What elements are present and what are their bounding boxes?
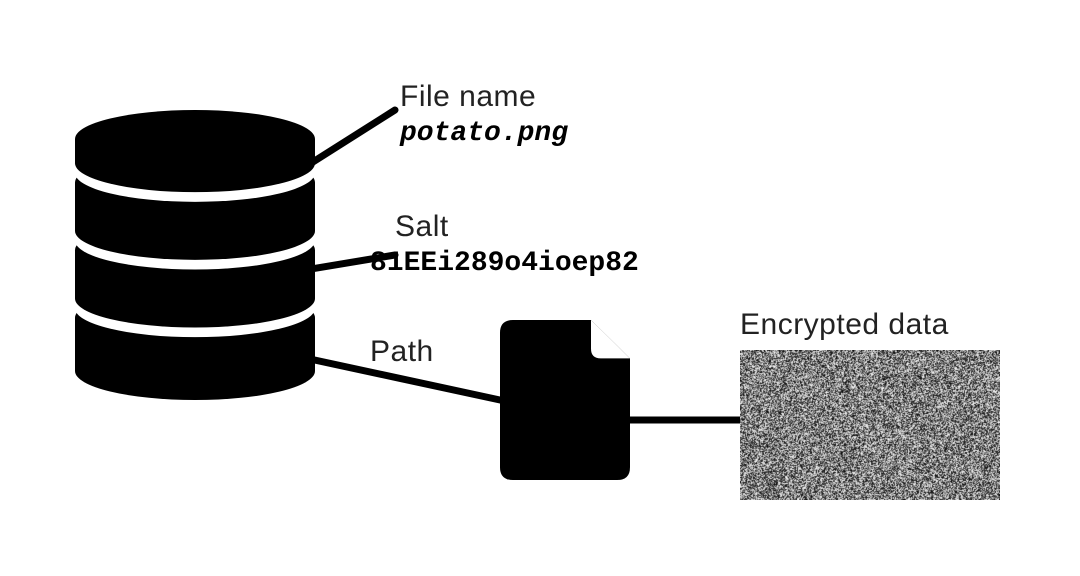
database-icon (70, 110, 320, 400)
diagram-stage: File name potato.png Salt 81EEi289o4ioep… (0, 0, 1080, 576)
encrypted-data-noise (740, 350, 1000, 500)
salt-value: 81EEi289o4ioep82 (370, 248, 639, 279)
salt-label: Salt (395, 210, 449, 244)
filename-label: File name (400, 80, 536, 114)
encrypted-data-label: Encrypted data (740, 308, 949, 342)
filename-value: potato.png (400, 118, 568, 149)
path-label: Path (370, 335, 434, 369)
file-icon (500, 320, 630, 480)
